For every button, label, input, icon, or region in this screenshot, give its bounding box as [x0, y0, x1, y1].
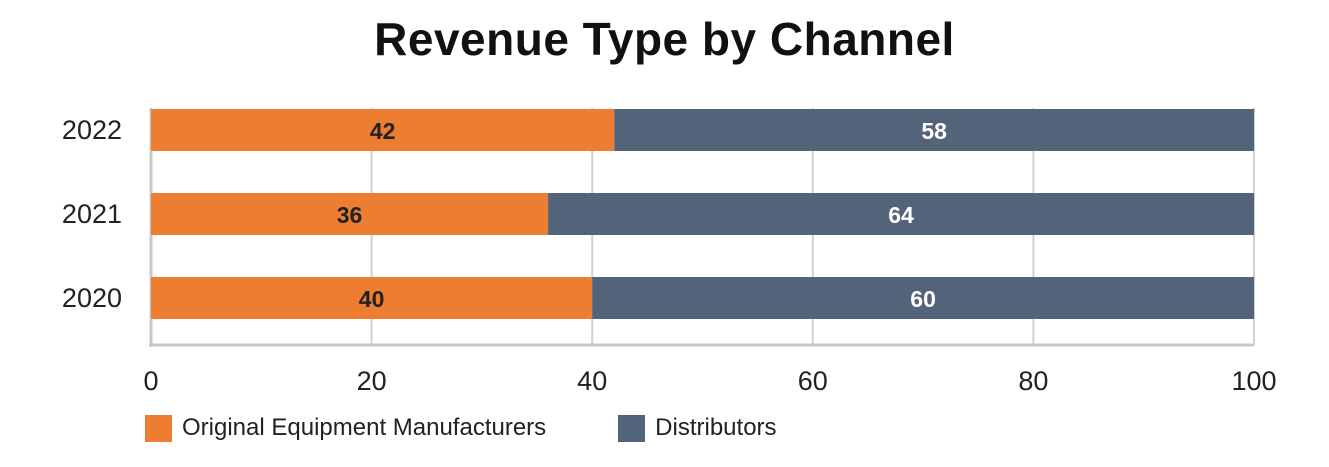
data-label-distributors-2020: 60 [910, 286, 936, 312]
legend-item-distributors: Distributors [618, 414, 777, 442]
bar-oem-2020 [151, 277, 593, 319]
legend-item-oem: Original Equipment Manufacturers [145, 414, 546, 442]
x-tick-label-80: 80 [1018, 366, 1048, 396]
data-label-oem-2022: 42 [370, 118, 396, 144]
bar-chart: 42 58 2022 36 64 2021 40 60 2020 0 20 40 60 80 100 [62, 108, 1277, 396]
legend-swatch-oem [145, 414, 172, 442]
x-tick-label-40: 40 [577, 366, 607, 396]
data-label-distributors-2021: 64 [888, 202, 914, 228]
data-label-oem-2021: 36 [337, 202, 363, 228]
legend-label-distributors: Distributors [655, 414, 777, 441]
bar-distributors-2020 [592, 277, 1254, 319]
x-tick-label-60: 60 [798, 366, 828, 396]
category-label-2022: 2022 [62, 115, 122, 145]
data-label-oem-2020: 40 [359, 286, 385, 312]
data-label-distributors-2022: 58 [921, 118, 947, 144]
x-tick-label-20: 20 [357, 366, 387, 396]
legend-label-oem: Original Equipment Manufacturers [182, 414, 547, 441]
legend-swatch-distributors [618, 414, 646, 442]
bar-distributors-2022 [614, 109, 1254, 151]
bar-oem-2021 [151, 193, 549, 235]
category-label-2021: 2021 [62, 199, 122, 229]
legend: Original Equipment Manufacturers Distrib… [145, 414, 849, 442]
x-tick-label-0: 0 [143, 366, 158, 396]
category-label-2020: 2020 [62, 283, 122, 313]
bar-oem-2022 [151, 109, 615, 151]
bar-distributors-2021 [548, 193, 1254, 235]
chart-title: Revenue Type by Channel [374, 13, 955, 65]
x-tick-label-100: 100 [1231, 366, 1276, 396]
